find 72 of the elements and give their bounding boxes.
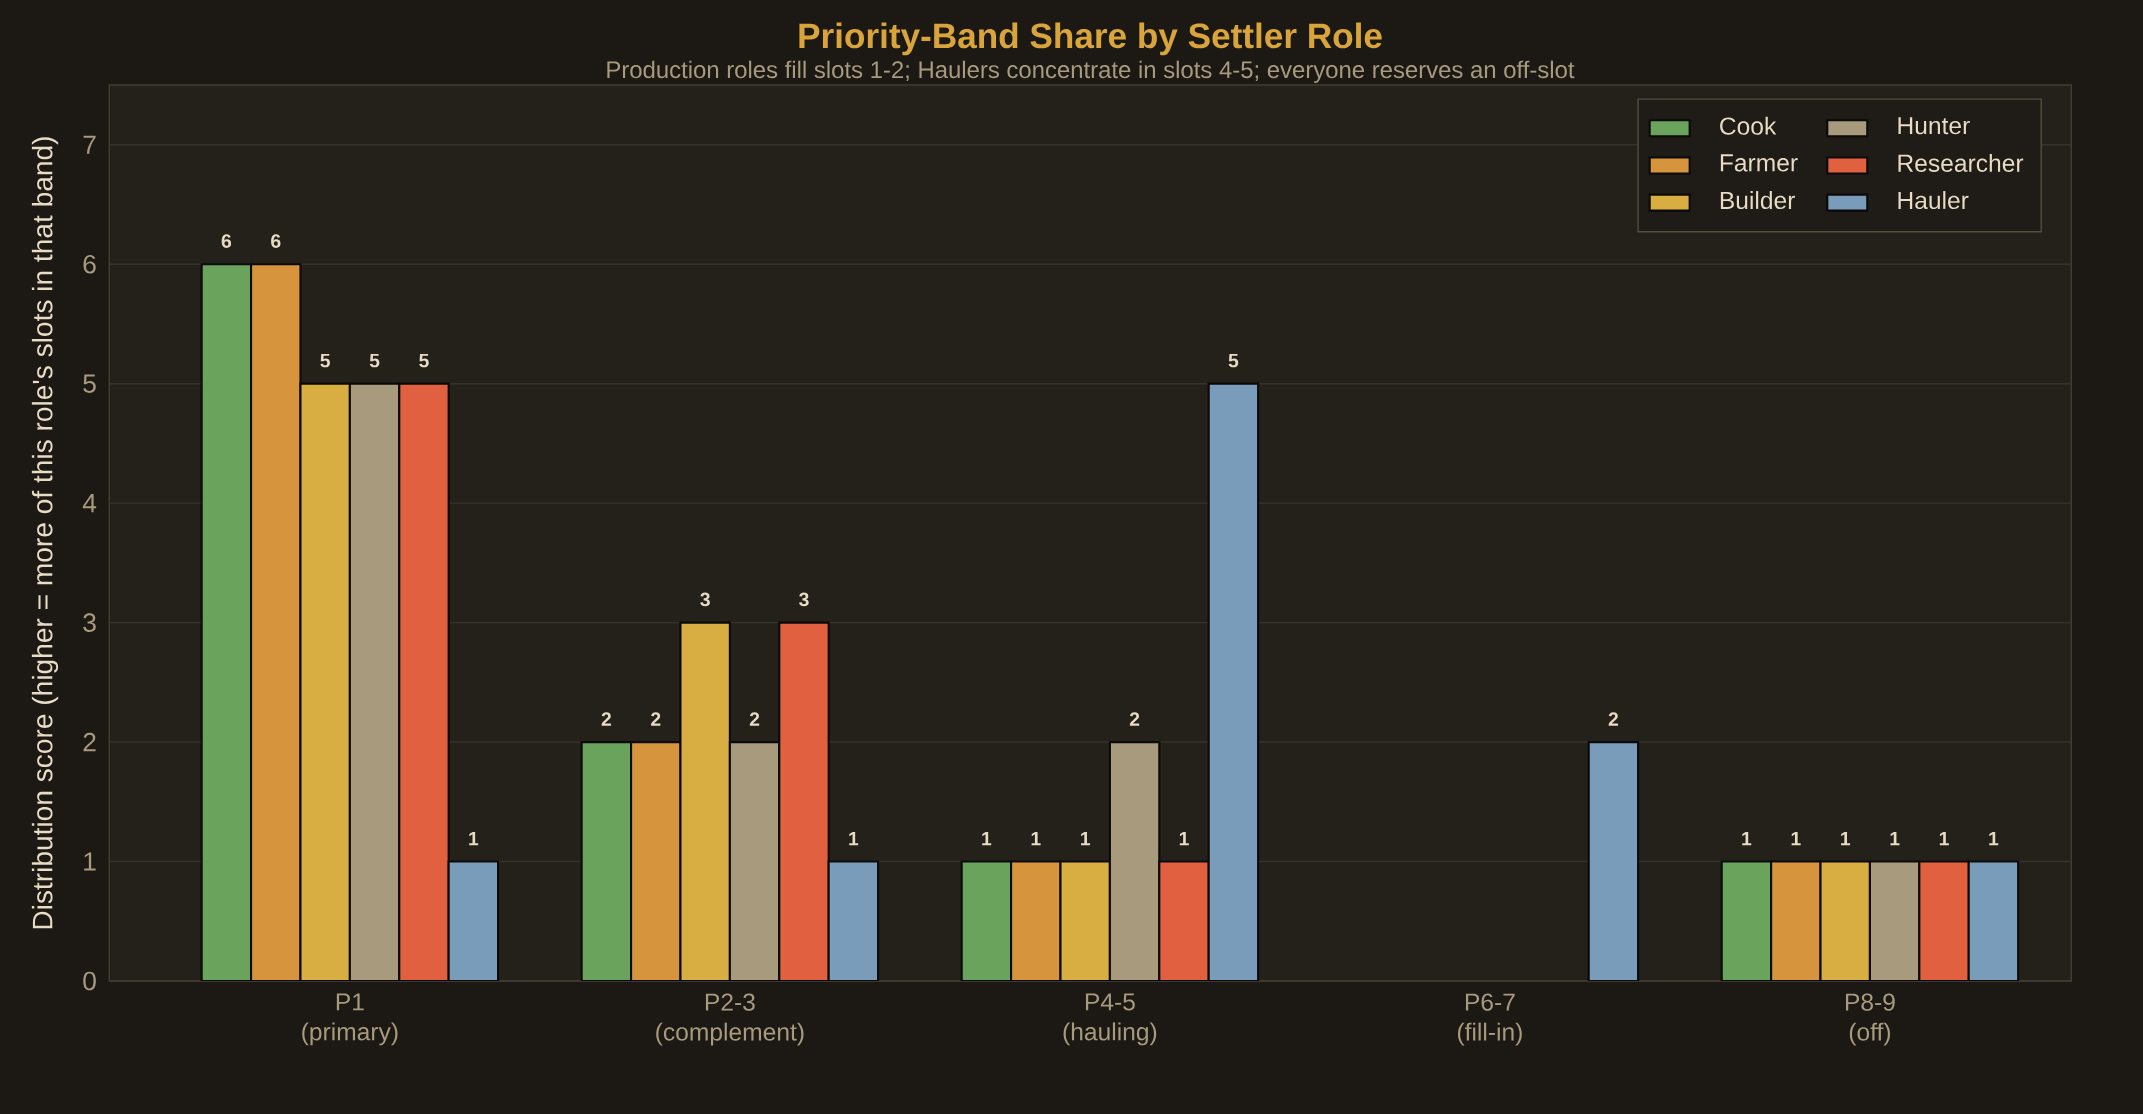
bar: [1207, 382, 1260, 981]
y-tick-label: 0: [83, 971, 96, 991]
bar: [447, 860, 500, 981]
data-label: 1: [469, 831, 479, 846]
chart-subtitle: Production roles fill slots 1-2; Haulers concentrate in slots 4-5; everyone reserves an off-slot: [607, 60, 1575, 83]
data-label: 1: [1742, 831, 1752, 846]
data-label: 5: [320, 353, 330, 368]
data-label: 1: [1081, 831, 1091, 846]
data-label: 3: [700, 592, 710, 607]
bar: [1918, 860, 1970, 981]
x-tick-label: P1 (primary): [302, 993, 398, 1046]
legend-label: Researcher: [1898, 153, 2024, 172]
y-tick-label: 2: [83, 732, 96, 752]
bar: [728, 741, 781, 981]
data-label: 5: [419, 353, 429, 368]
data-label: 2: [1129, 712, 1140, 726]
bar: [1010, 860, 1062, 981]
legend-label: Hunter: [1898, 117, 1970, 135]
x-tick-label: P8-9 (off): [1845, 993, 1895, 1046]
data-label: 6: [271, 234, 281, 248]
bar: [1967, 860, 2020, 981]
data-label: 1: [849, 831, 859, 846]
data-label: 1: [982, 831, 992, 846]
data-label: 1: [1890, 831, 1900, 846]
legend-label: Builder: [1720, 191, 1795, 210]
legend-label: Cook: [1720, 116, 1777, 135]
bar: [1108, 741, 1161, 981]
data-label: 2: [749, 712, 760, 726]
data-label: 2: [651, 712, 661, 726]
x-tick-label: P2-3 (complement): [656, 993, 804, 1046]
data-label: 1: [1179, 831, 1189, 846]
bar: [630, 741, 682, 981]
data-label: 1: [1989, 831, 1999, 846]
bar: [1770, 860, 1822, 981]
bar: [1819, 860, 1871, 981]
y-tick-label: 3: [83, 613, 96, 632]
bar: [200, 263, 253, 981]
x-tick-label: P6-7 (fill-in): [1457, 993, 1522, 1046]
bar: [827, 860, 880, 981]
y-tick-label: 7: [83, 135, 96, 154]
bar: [348, 382, 401, 981]
data-label: 5: [1228, 353, 1239, 368]
chart-title: Priority-Band Share by Settler Role: [799, 22, 1382, 56]
bar: [299, 382, 351, 981]
data-label: 1: [1841, 831, 1851, 846]
y-tick-label: 1: [84, 852, 96, 871]
data-label: 5: [369, 353, 380, 368]
bar: [960, 860, 1013, 981]
bar: [398, 382, 450, 981]
legend-label: Farmer: [1720, 154, 1798, 172]
y-tick-label: 4: [82, 494, 97, 513]
data-label: 1: [1939, 831, 1949, 846]
bar: [1720, 860, 1773, 981]
bar: [1868, 860, 1921, 981]
bar: [679, 621, 731, 981]
y-tick-label: 5: [83, 374, 96, 393]
data-label: 6: [221, 234, 232, 248]
bar: [1587, 741, 1640, 981]
data-label: 3: [799, 592, 809, 607]
bar: [778, 621, 830, 981]
y-axis-title: Distribution score (higher = more of this role's slots in that band): [31, 137, 59, 929]
bar: [1158, 860, 1210, 981]
data-label: 1: [1791, 831, 1801, 846]
bar: [250, 263, 302, 981]
bar: [1059, 860, 1111, 981]
data-label: 1: [1031, 831, 1041, 846]
bar: [580, 741, 633, 981]
x-tick-label: P4-5 (hauling): [1063, 993, 1157, 1046]
data-label: 2: [1608, 712, 1619, 726]
y-tick-label: 6: [83, 254, 96, 274]
legend-label: Hauler: [1898, 191, 1969, 210]
data-label: 2: [601, 712, 611, 726]
